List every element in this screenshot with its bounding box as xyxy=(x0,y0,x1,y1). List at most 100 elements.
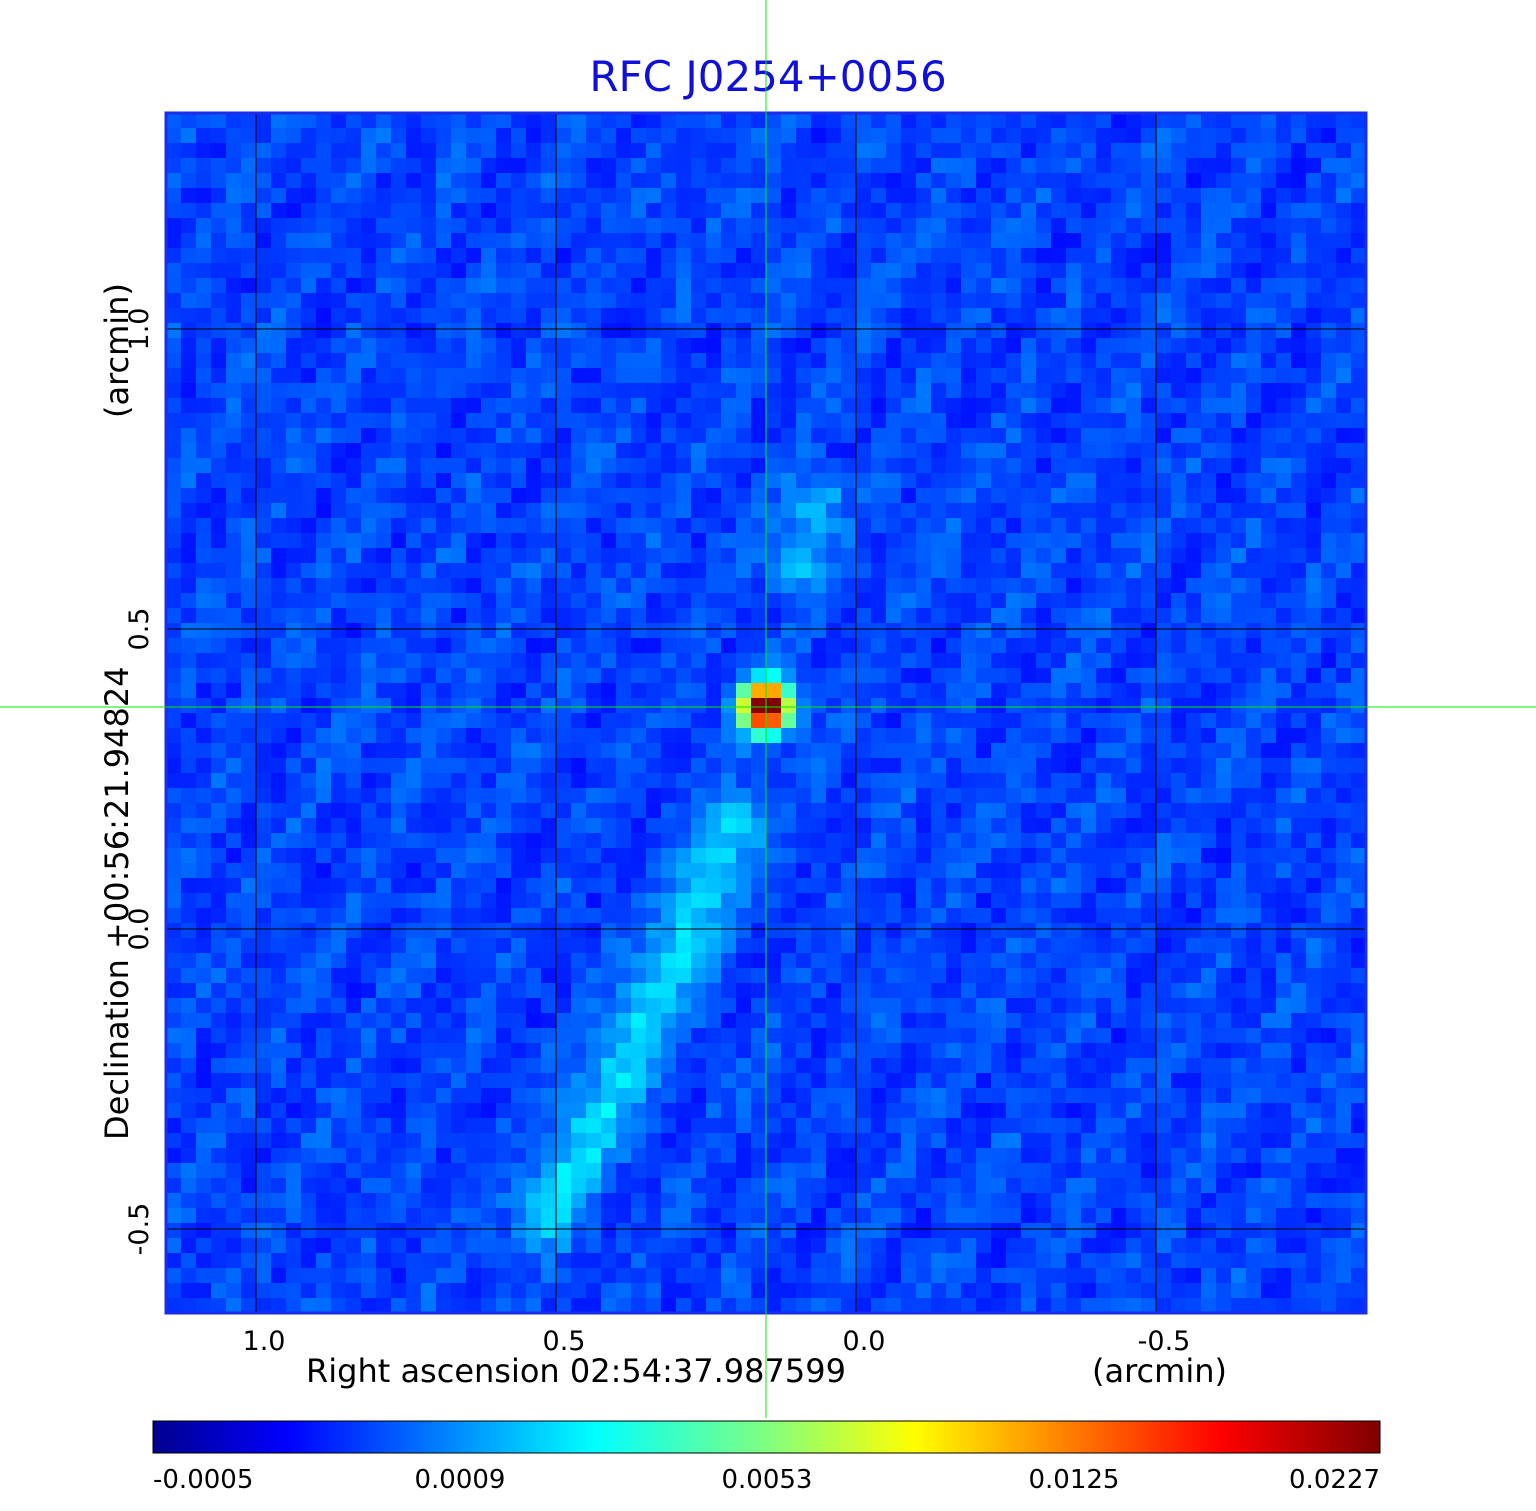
heatmap-cell xyxy=(421,443,437,459)
heatmap-cell xyxy=(811,743,827,759)
heatmap-cell xyxy=(256,338,272,354)
heatmap-cell xyxy=(1156,773,1172,789)
heatmap-cell xyxy=(1126,413,1142,429)
heatmap-cell xyxy=(751,833,767,849)
heatmap-cell xyxy=(796,443,812,459)
heatmap-cell xyxy=(211,638,227,654)
heatmap-cell xyxy=(1156,383,1172,399)
heatmap-cell xyxy=(1006,398,1022,414)
heatmap-cell xyxy=(1321,323,1337,339)
heatmap-cell xyxy=(1126,143,1142,159)
heatmap-cell xyxy=(181,683,197,699)
heatmap-cell xyxy=(1276,893,1292,909)
heatmap-cell xyxy=(586,323,602,339)
heatmap-cell xyxy=(436,398,452,414)
heatmap-cell xyxy=(451,308,467,324)
heatmap-cell xyxy=(1186,683,1202,699)
heatmap-cell xyxy=(856,368,872,384)
heatmap-cell xyxy=(631,713,647,729)
heatmap-cell xyxy=(1006,158,1022,174)
heatmap-cell xyxy=(211,188,227,204)
heatmap-cell xyxy=(421,998,437,1014)
heatmap-cell xyxy=(256,803,272,819)
heatmap-cell xyxy=(166,368,182,384)
heatmap-cell xyxy=(481,998,497,1014)
heatmap-cell xyxy=(496,638,512,654)
heatmap-cell xyxy=(1066,443,1082,459)
heatmap-cell xyxy=(256,278,272,294)
heatmap-cell xyxy=(1036,773,1052,789)
heatmap-cell xyxy=(1216,308,1232,324)
heatmap-cell xyxy=(1036,338,1052,354)
heatmap-cell xyxy=(181,848,197,864)
heatmap-cell xyxy=(511,593,527,609)
heatmap-cell xyxy=(976,728,992,744)
heatmap-cell xyxy=(301,563,317,579)
heatmap-cell xyxy=(166,653,182,669)
heatmap-cell xyxy=(871,308,887,324)
heatmap-cell xyxy=(361,338,377,354)
heatmap-cell xyxy=(481,713,497,729)
heatmap-cell xyxy=(1186,818,1202,834)
heatmap-cell xyxy=(1171,533,1187,549)
heatmap-cell xyxy=(1291,743,1307,759)
heatmap-cell xyxy=(841,413,857,429)
heatmap-cell xyxy=(1021,488,1037,504)
heatmap-cell xyxy=(391,863,407,879)
heatmap-cell xyxy=(1111,278,1127,294)
heatmap-cell xyxy=(931,143,947,159)
heatmap-cell xyxy=(1051,488,1067,504)
heatmap-cell xyxy=(976,203,992,219)
heatmap-cell xyxy=(211,938,227,954)
heatmap-cell xyxy=(586,113,602,129)
heatmap-cell xyxy=(676,893,692,909)
heatmap-cell xyxy=(1171,683,1187,699)
heatmap-cell xyxy=(1336,263,1352,279)
heatmap-cell xyxy=(1261,113,1277,129)
heatmap-cell xyxy=(376,698,392,714)
heatmap-cell xyxy=(1186,158,1202,174)
heatmap-cell xyxy=(286,503,302,519)
heatmap-cell xyxy=(721,263,737,279)
heatmap-cell xyxy=(856,503,872,519)
heatmap-cell xyxy=(226,833,242,849)
heatmap-cell xyxy=(1141,863,1157,879)
heatmap-cell xyxy=(346,833,362,849)
heatmap-cell xyxy=(466,1043,482,1059)
heatmap-cell xyxy=(826,713,842,729)
heatmap-cell xyxy=(511,623,527,639)
heatmap-cell xyxy=(1126,548,1142,564)
heatmap-cell xyxy=(316,923,332,939)
heatmap-cell xyxy=(1021,248,1037,264)
heatmap-cell xyxy=(1021,473,1037,489)
heatmap-cell xyxy=(1351,293,1366,309)
heatmap-cell xyxy=(1096,173,1112,189)
heatmap-cell xyxy=(961,833,977,849)
heatmap-cell xyxy=(706,998,722,1014)
heatmap-cell xyxy=(286,323,302,339)
heatmap-cell xyxy=(1351,833,1366,849)
heatmap-cell xyxy=(271,623,287,639)
heatmap-cell xyxy=(751,608,767,624)
heatmap-cell xyxy=(421,323,437,339)
heatmap-cell xyxy=(241,998,257,1014)
heatmap-cell xyxy=(466,248,482,264)
heatmap-cell xyxy=(1051,518,1067,534)
heatmap-cell xyxy=(751,263,767,279)
heatmap-cell xyxy=(1291,233,1307,249)
heatmap-cell xyxy=(346,563,362,579)
heatmap-cell xyxy=(616,413,632,429)
heatmap-cell xyxy=(871,638,887,654)
heatmap-cell xyxy=(1066,503,1082,519)
heatmap-cell xyxy=(631,533,647,549)
heatmap-cell xyxy=(271,188,287,204)
heatmap-cell xyxy=(1351,278,1366,294)
heatmap-cell xyxy=(1096,263,1112,279)
heatmap-cell xyxy=(901,698,917,714)
heatmap-cell xyxy=(736,113,752,129)
heatmap-cell xyxy=(556,158,572,174)
heatmap-cell xyxy=(406,728,422,744)
heatmap-cell xyxy=(1276,908,1292,924)
heatmap-cell xyxy=(916,488,932,504)
heatmap-cell xyxy=(1006,248,1022,264)
